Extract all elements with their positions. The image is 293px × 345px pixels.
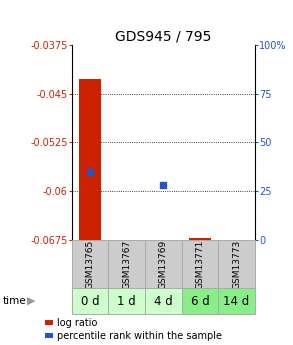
Text: log ratio: log ratio [57, 318, 97, 328]
Text: GSM13773: GSM13773 [232, 239, 241, 288]
Bar [72, 240, 108, 288]
Bar [108, 240, 145, 288]
Bar [45, 333, 53, 338]
Text: 4 d: 4 d [154, 295, 173, 307]
Text: time: time [3, 296, 27, 306]
Text: 6 d: 6 d [191, 295, 209, 307]
Text: GSM13765: GSM13765 [86, 239, 95, 288]
Text: GSM13769: GSM13769 [159, 239, 168, 288]
Bar [72, 288, 108, 314]
Bar [218, 288, 255, 314]
Bar [45, 321, 53, 325]
Text: GSM13767: GSM13767 [122, 239, 131, 288]
Bar [145, 288, 182, 314]
Bar [189, 238, 211, 240]
Text: percentile rank within the sample: percentile rank within the sample [57, 331, 222, 341]
Text: 1 d: 1 d [117, 295, 136, 307]
Bar [108, 288, 145, 314]
Bar [182, 288, 218, 314]
Text: 14 d: 14 d [224, 295, 250, 307]
Bar [79, 79, 101, 240]
Bar [218, 240, 255, 288]
Text: ▶: ▶ [26, 296, 35, 306]
Text: 0 d: 0 d [81, 295, 99, 307]
Text: GSM13771: GSM13771 [195, 239, 205, 288]
Bar [182, 240, 218, 288]
Title: GDS945 / 795: GDS945 / 795 [115, 30, 212, 44]
Bar [145, 240, 182, 288]
